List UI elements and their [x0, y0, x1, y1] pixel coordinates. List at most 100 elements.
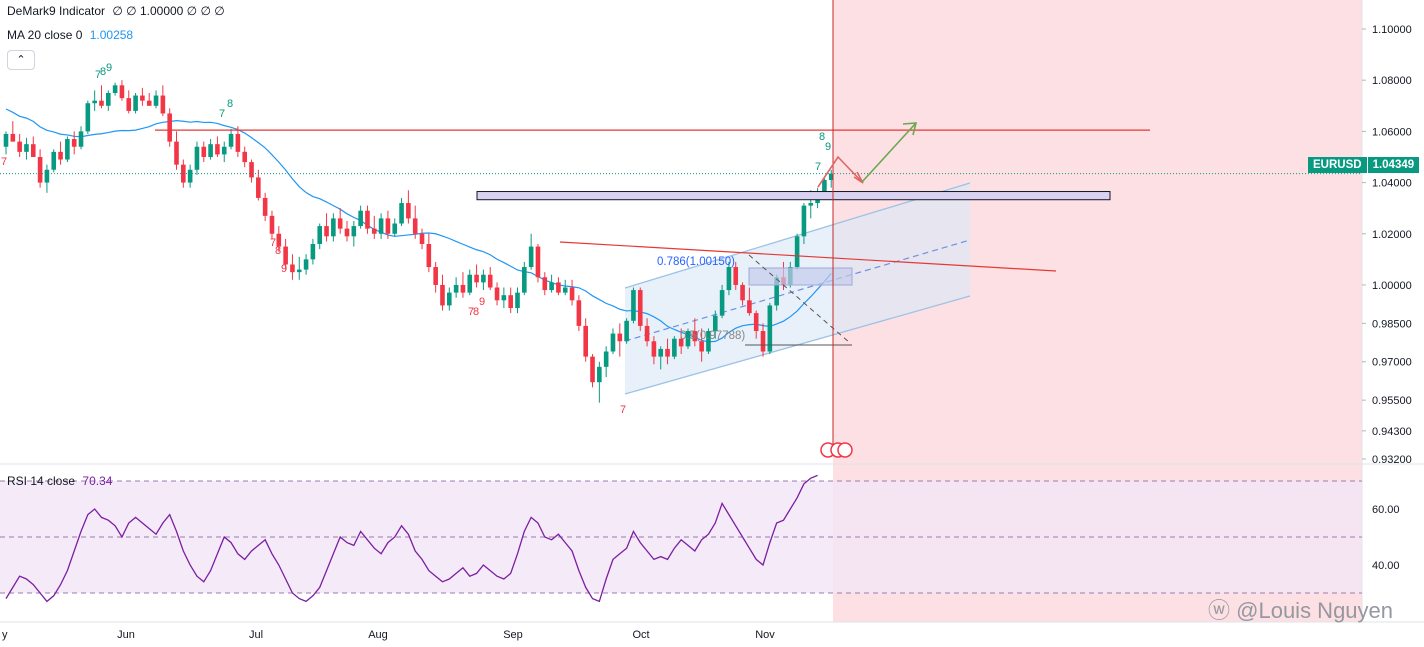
arrow-down-path — [817, 155, 863, 188]
candle-body-90 — [617, 333, 623, 342]
candle-body-55 — [378, 218, 384, 234]
candle-body-70 — [481, 274, 486, 283]
demark-count-12: 7 — [620, 404, 626, 416]
rsi-value: 70.34 — [82, 474, 113, 488]
candle-body-101 — [692, 331, 698, 342]
indicator-values: ∅ ∅ 1.00000 ∅ ∅ ∅ — [112, 4, 225, 18]
candle-body-11 — [78, 131, 84, 147]
candle-body-72 — [494, 287, 500, 301]
candle-body-91 — [624, 320, 629, 342]
watermark: ⓦ @Louis Nguyen — [1208, 593, 1393, 625]
candle-body-73 — [501, 295, 507, 301]
candle-body-63 — [433, 267, 438, 285]
candle-body-121 — [828, 173, 834, 181]
candle-body-48 — [331, 218, 336, 237]
candle-body-5 — [37, 156, 43, 183]
candle-body-20 — [140, 95, 145, 101]
candle-body-38 — [262, 197, 268, 216]
candle-body-56 — [385, 218, 391, 234]
rsi-label: RSI 14 close — [7, 474, 76, 488]
candle-body-6 — [44, 169, 50, 183]
candle-body-24 — [167, 113, 172, 142]
price-tick-label-2: 0.95500 — [1372, 395, 1412, 407]
demark-count-1: 7 — [95, 69, 101, 81]
price-axis[interactable]: 0.93200 0.94300 0.95500 0.97000 0.98500 1.000… — [1362, 24, 1412, 466]
candle-body-94 — [644, 325, 650, 342]
candle-body-75 — [515, 292, 520, 308]
price-tick-label-6: 1.02000 — [1372, 229, 1412, 241]
arrow-up-path — [861, 122, 917, 183]
price-tick-label-10: 1.10000 — [1372, 24, 1412, 36]
price-tick-label-8: 1.06000 — [1372, 126, 1412, 138]
chevron-up-icon: ⌃ — [16, 54, 26, 66]
candle-body-89 — [610, 333, 616, 352]
rsi-pane: 40.00 60.00 — [0, 474, 1400, 603]
candles — [3, 80, 834, 403]
candle-body-45 — [310, 244, 316, 260]
fib-box — [748, 267, 853, 286]
indicator-legend[interactable]: DeMark9 Indicator ∅ ∅ 1.00000 ∅ ∅ ∅ — [7, 4, 225, 18]
candle-body-15 — [106, 92, 111, 106]
time-axis[interactable]: y Jun Jul Aug Sep Oct Nov — [2, 629, 775, 641]
candle-body-8 — [58, 151, 63, 160]
candle-body-28 — [194, 146, 200, 170]
collapse-legend-button[interactable]: ⌃ — [7, 50, 35, 70]
candle-body-109 — [747, 300, 752, 314]
candle-body-21 — [146, 100, 152, 106]
symbol-label: EURUSD — [1313, 159, 1362, 171]
candle-body-83 — [569, 287, 575, 301]
candle-body-92 — [631, 290, 636, 321]
candle-body-85 — [583, 325, 588, 357]
candle-body-74 — [508, 295, 513, 308]
candle-body-86 — [590, 356, 595, 383]
candle-body-25 — [174, 141, 179, 165]
candle-body-105 — [719, 290, 725, 316]
candle-body-9 — [65, 139, 70, 160]
candle-body-106 — [726, 267, 732, 291]
candle-body-58 — [399, 203, 404, 224]
candle-body-96 — [658, 348, 664, 357]
candle-body-54 — [371, 228, 377, 234]
arrow-up-head — [902, 122, 918, 136]
candle-body-59 — [406, 203, 411, 219]
indicator-name: DeMark9 Indicator — [7, 4, 106, 18]
candle-body-103 — [706, 331, 711, 352]
ma-label: MA 20 close 0 — [7, 28, 83, 42]
rsi-band — [0, 481, 1362, 593]
arrow-down-head — [853, 171, 864, 184]
candle-body-110 — [753, 313, 759, 332]
candle-body-40 — [276, 233, 282, 247]
candle-body-71 — [487, 274, 493, 288]
candle-body-32 — [221, 146, 227, 155]
candle-body-27 — [187, 169, 193, 183]
candle-body-87 — [597, 366, 602, 383]
candle-body-16 — [112, 85, 118, 93]
candle-body-112 — [767, 305, 773, 352]
ma-legend[interactable]: MA 20 close 0 1.00258 — [7, 28, 133, 42]
candle-body-65 — [447, 292, 452, 306]
rsi-line — [5, 474, 818, 603]
candle-body-66 — [453, 284, 459, 293]
candle-body-118 — [808, 203, 814, 206]
time-label-2: Jul — [249, 629, 263, 641]
candle-body-81 — [556, 282, 561, 293]
candle-body-17 — [119, 85, 125, 99]
drawings[interactable] — [0, 0, 1362, 458]
price-tick-label-9: 1.08000 — [1372, 75, 1412, 87]
candle-body-39 — [269, 215, 275, 234]
price-tick-label-7: 1.04000 — [1372, 178, 1412, 190]
candle-body-97 — [665, 348, 670, 357]
candle-body-61 — [419, 233, 425, 244]
time-label-4: Sep — [503, 629, 523, 641]
price-tick-label-5: 1.00000 — [1372, 280, 1412, 292]
candle-body-14 — [99, 100, 104, 106]
demark-count-9: 7 — [468, 306, 474, 318]
candle-body-62 — [426, 244, 432, 268]
rsi-tick-label-1: 60.00 — [1372, 504, 1400, 516]
current-price-label: 1.04349 — [1372, 159, 1415, 171]
rsi-legend[interactable]: RSI 14 close 70.34 — [7, 474, 112, 488]
candle-body-82 — [562, 287, 568, 293]
demark-count-11: 9 — [479, 296, 485, 308]
